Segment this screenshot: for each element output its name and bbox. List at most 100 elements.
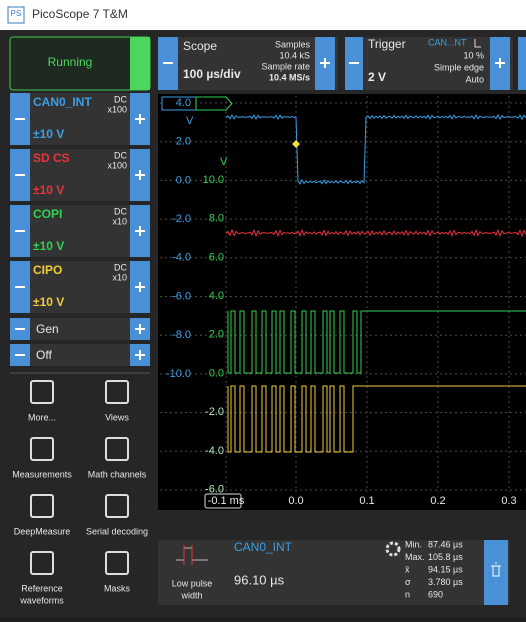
x-label-box xyxy=(204,493,242,509)
channel-probe: x100 xyxy=(107,104,127,114)
y-tick-label: -6.0 xyxy=(172,290,191,302)
tool-icon[interactable] xyxy=(105,437,129,461)
tool-label: Measurements xyxy=(12,469,72,479)
measurement-value: 96.10 µs xyxy=(234,572,285,587)
tool-label: Views xyxy=(105,412,129,422)
stat-value: 94.15 µs xyxy=(428,564,463,574)
plus-icon xyxy=(495,58,505,68)
tool-icon[interactable] xyxy=(30,437,54,461)
stat-label: Max. xyxy=(405,552,425,562)
plus-icon xyxy=(135,324,145,334)
tool-icon[interactable] xyxy=(30,551,54,575)
channel-panel[interactable] xyxy=(10,261,150,313)
channel-panel[interactable] xyxy=(10,149,150,201)
channel-panel[interactable] xyxy=(10,93,150,145)
tool-label: Serial decoding xyxy=(86,526,148,536)
trace xyxy=(227,385,526,453)
y-tick-label: -6.0 xyxy=(205,484,224,496)
tool-icon[interactable] xyxy=(105,494,129,518)
trigger-panel xyxy=(345,37,513,90)
channel-name: CIPO xyxy=(33,263,62,277)
generator-panel[interactable] xyxy=(10,318,150,340)
channel-range: ±10 V xyxy=(33,127,64,141)
trash-icon xyxy=(491,562,501,577)
y-tick-label: 2.0 xyxy=(176,136,191,148)
tool-icon[interactable] xyxy=(105,380,129,404)
channel-coupling: DC xyxy=(114,262,127,272)
next-panel[interactable] xyxy=(518,37,526,90)
pulse-icon xyxy=(176,547,208,561)
channel-coupling: DC xyxy=(114,150,127,160)
measurement-name: width xyxy=(180,590,202,600)
measurement-name: Low pulse xyxy=(172,578,213,588)
channel-coupling: DC xyxy=(114,206,127,216)
app-icon xyxy=(7,6,25,24)
tool-icon[interactable] xyxy=(105,551,129,575)
axis-unit: V xyxy=(186,115,194,127)
trigger-label: Trigger xyxy=(368,37,406,51)
plus-icon xyxy=(135,226,145,236)
axis-flag xyxy=(195,96,233,111)
y-tick-label: 2.0 xyxy=(209,329,224,341)
stat-value: 3.780 µs xyxy=(428,577,463,587)
scope-panel xyxy=(158,37,338,90)
generator-label: Off xyxy=(36,348,52,362)
trace xyxy=(227,310,526,374)
stat-label: n xyxy=(405,589,410,599)
x-tick-label: -0.1 ms xyxy=(208,495,245,507)
trace xyxy=(225,113,526,185)
y-tick-label: 10.0 xyxy=(203,174,224,186)
plus-icon xyxy=(135,282,145,292)
x-tick-label: 0.1 xyxy=(359,495,374,507)
traces xyxy=(225,113,526,453)
settings-gear[interactable] xyxy=(385,541,401,557)
trace xyxy=(225,228,526,238)
run-button[interactable]: Running xyxy=(9,36,151,91)
scope-view xyxy=(158,94,526,510)
channel-panel[interactable] xyxy=(10,205,150,257)
tool-icon[interactable] xyxy=(30,380,54,404)
channel-coupling: DC xyxy=(114,94,127,104)
axes: -0.1 ms 0.0 0.1 0.2 0.3 V 4.0 2.0 0.0 -2.0 -4.0 -6.… xyxy=(161,96,517,509)
x-tick-label: 0.2 xyxy=(430,495,445,507)
stat-value: 690 xyxy=(428,589,443,599)
channel-range: ±10 V xyxy=(33,239,64,253)
window-title: PicoScope 7 T&M xyxy=(32,7,128,21)
y-tick-label: -10.0 xyxy=(166,368,191,380)
stat-label: σ xyxy=(405,577,411,587)
scope-label: Scope xyxy=(183,39,217,53)
generator-panel[interactable] xyxy=(10,344,150,366)
edge-icon xyxy=(474,39,481,48)
y-tick-label: 4.0 xyxy=(209,290,224,302)
y-tick-label: 0.0 xyxy=(176,174,191,186)
channel-range: ±10 V xyxy=(33,295,64,309)
run-indicator xyxy=(130,37,150,90)
stat-label: Min. xyxy=(405,539,422,549)
channel-probe: x10 xyxy=(112,216,127,226)
delete-measurement[interactable] xyxy=(484,540,508,605)
title-bar xyxy=(0,0,526,30)
trigger-source: CAN...NT xyxy=(428,37,467,47)
tool-label: Masks xyxy=(104,583,131,593)
channel-range: ±10 V xyxy=(33,183,64,197)
tool-icon[interactable] xyxy=(30,494,54,518)
pre-trigger: 10 % xyxy=(463,50,484,60)
channel-name: COPI xyxy=(33,207,62,221)
tool-label: waveforms xyxy=(19,595,64,605)
channel-probe: x10 xyxy=(112,272,127,282)
generator-label: Gen xyxy=(36,322,59,336)
sample-rate: 10.4 MS/s xyxy=(269,72,310,82)
stat-label: x̄ xyxy=(405,564,410,574)
plus-icon xyxy=(135,114,145,124)
y-tick-label: 6.0 xyxy=(209,251,224,263)
y-tick-label: -4.0 xyxy=(205,445,224,457)
trigger-mode: Auto xyxy=(465,74,484,84)
edge-type: Simple edge xyxy=(434,62,484,72)
tool-label: Math channels xyxy=(88,469,147,479)
measurement-channel: CAN0_INT xyxy=(234,540,293,554)
channel-probe: x100 xyxy=(107,160,127,170)
y-tick-label: 4.0 xyxy=(176,97,191,109)
plus-icon xyxy=(135,170,145,180)
trigger-level: 2 V xyxy=(368,70,386,84)
